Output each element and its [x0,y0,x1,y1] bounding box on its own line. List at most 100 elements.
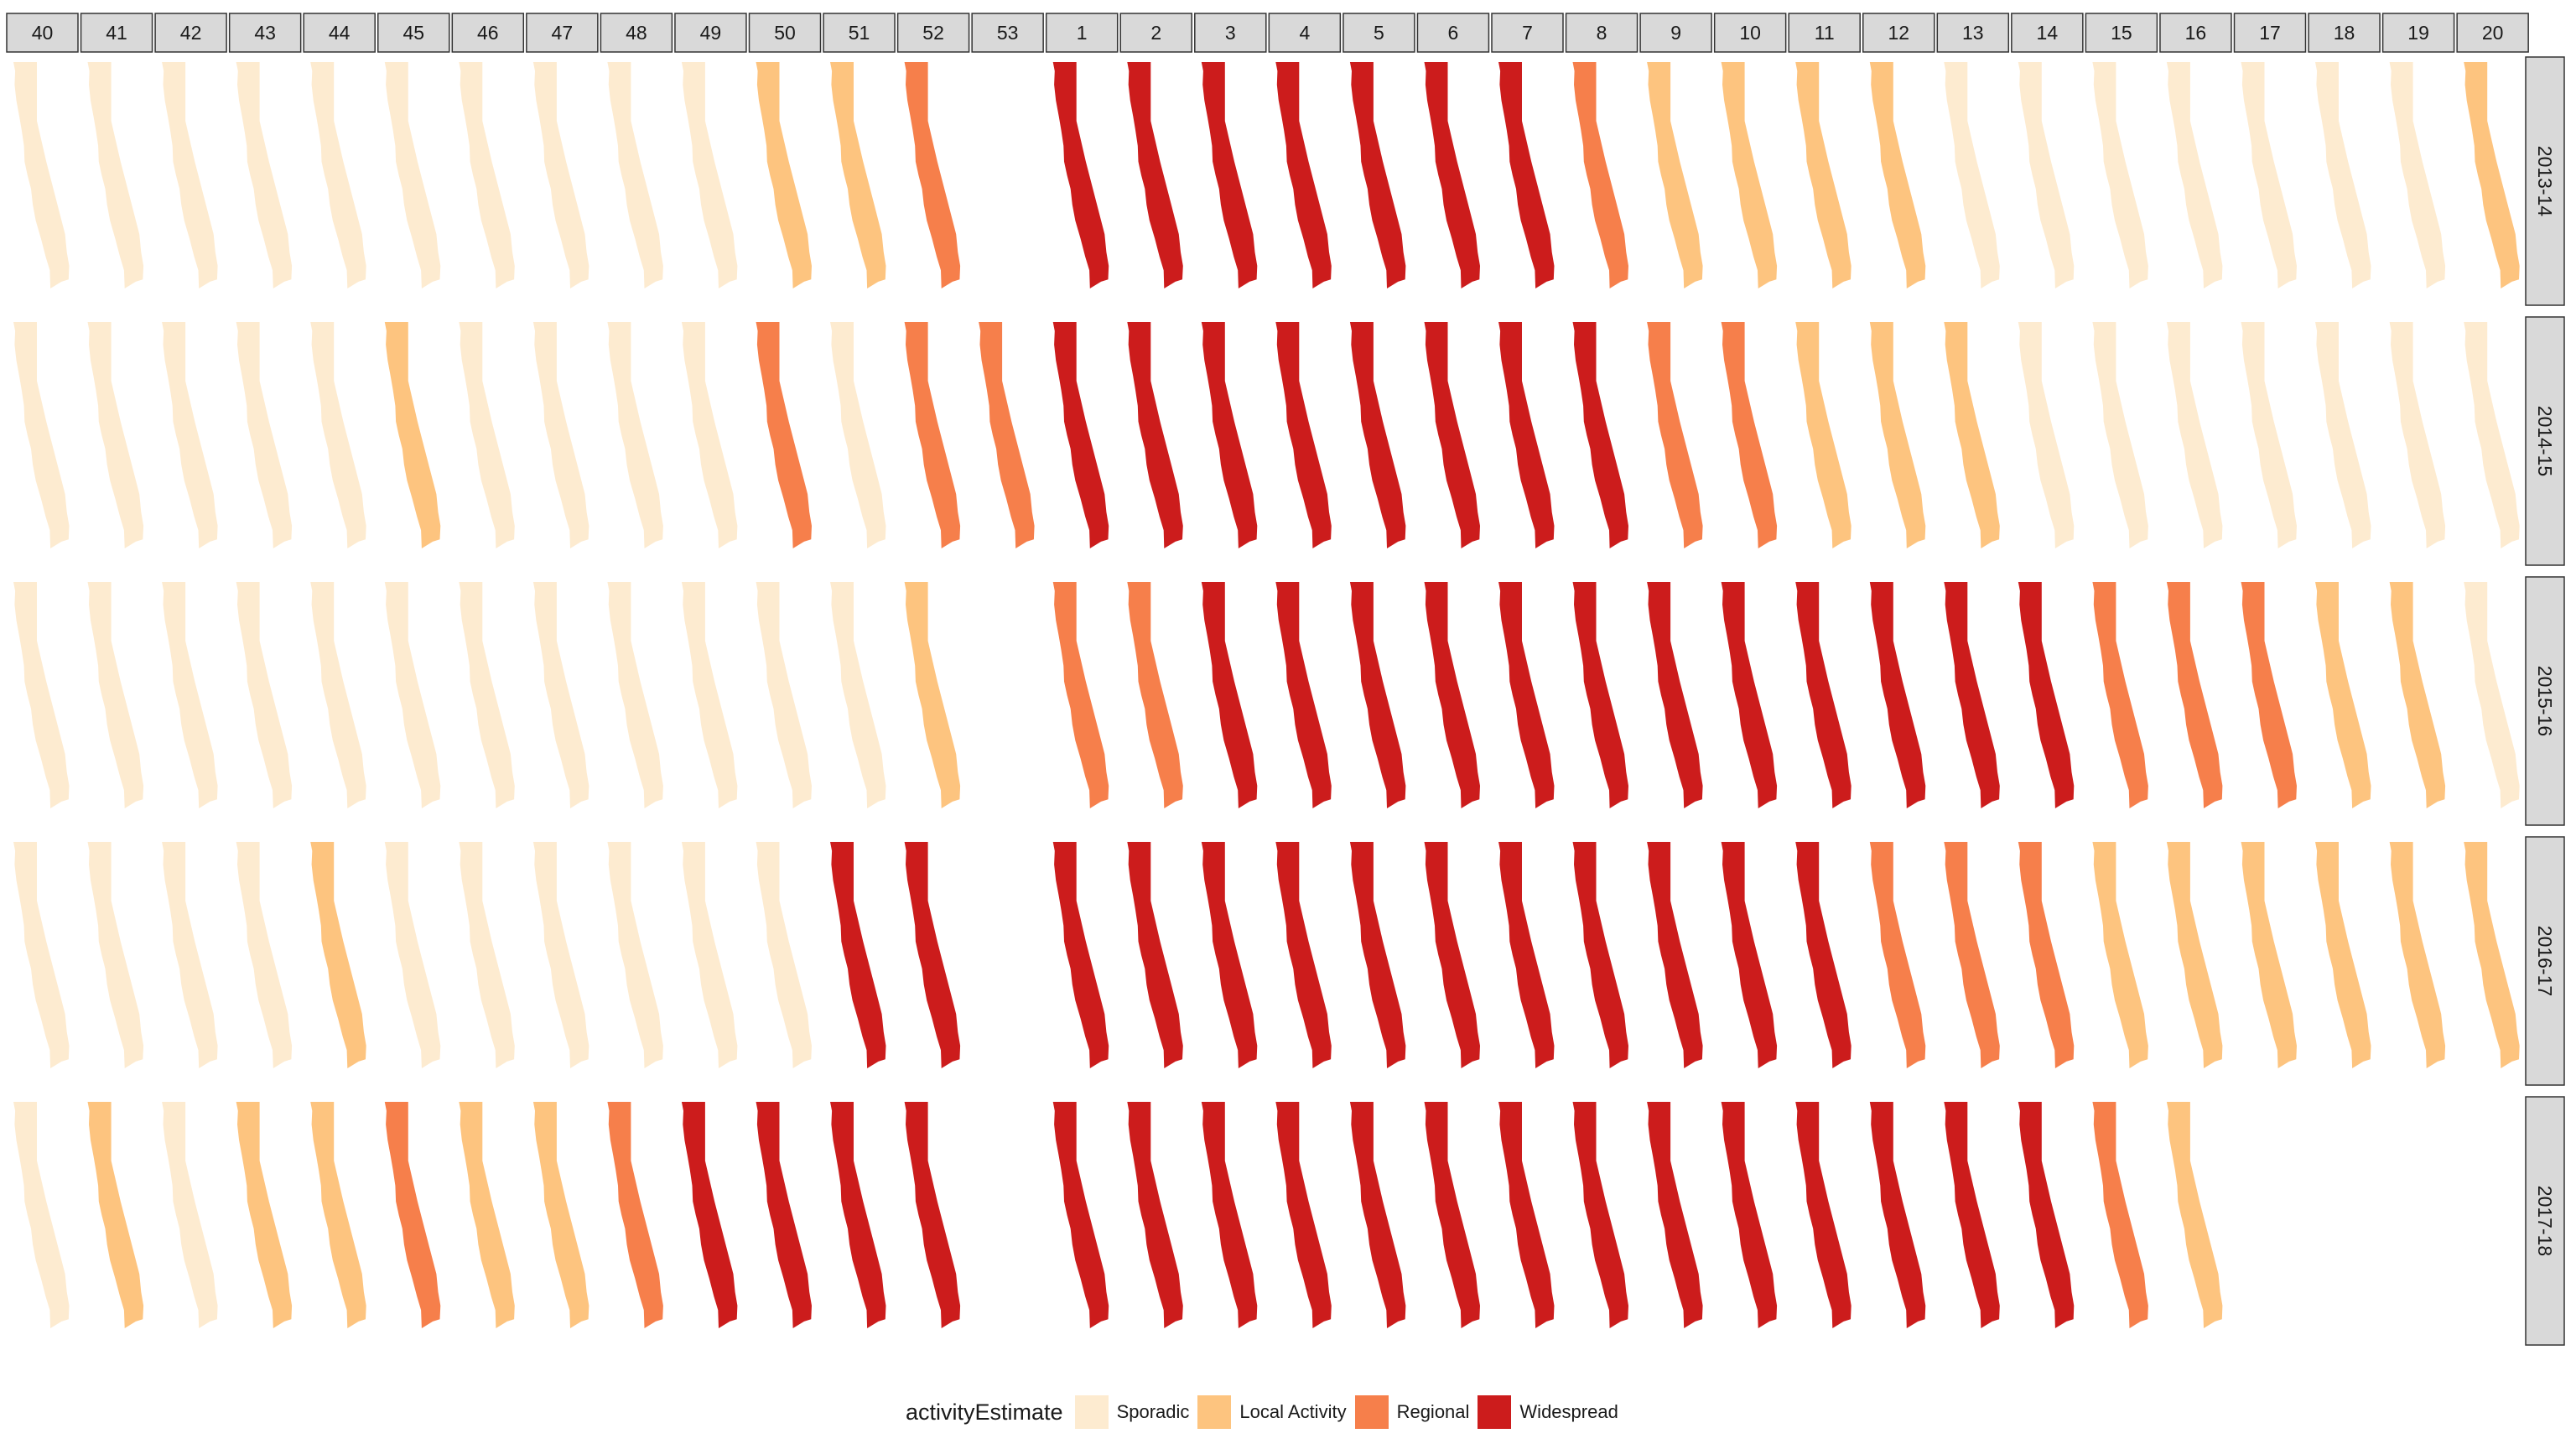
week-strip-48: 48 [600,13,673,53]
state-map-2014-15-wk-5-widespread [1349,322,1406,548]
state-map-2014-15-wk-40-sporadic [13,322,70,548]
week-label: 4 [1299,22,1310,44]
state-map-2013-14-wk-11-local-activity [1795,62,1852,288]
state-map-2017-18-wk-5-widespread [1349,1102,1406,1328]
state-map-2017-18-wk-15-regional [2092,1102,2148,1328]
week-label: 8 [1597,22,1607,44]
week-label: 2 [1150,22,1161,44]
state-map-2017-18-wk-6-widespread [1424,1102,1480,1328]
state-map-2017-18-wk-52-widespread [904,1102,961,1328]
week-strip-46: 46 [451,13,525,53]
state-map-2016-17-wk-11-widespread [1795,842,1852,1068]
week-label: 7 [1522,22,1533,44]
week-strip-4: 4 [1268,13,1342,53]
state-map-2014-15-wk-9-regional [1647,322,1703,548]
state-map-2017-18-wk-50-widespread [756,1102,812,1328]
state-map-2016-17-wk-45-sporadic [384,842,441,1068]
week-strip-45: 45 [377,13,450,53]
state-map-2017-18-wk-10-widespread [1721,1102,1778,1328]
week-strip-10: 10 [1713,13,1787,53]
state-map-2013-14-wk-17-sporadic [2241,62,2297,288]
week-strip-47: 47 [526,13,599,53]
state-map-2015-16-wk-47-sporadic [532,582,589,808]
week-strip-2: 2 [1119,13,1192,53]
state-map-2014-15-wk-18-sporadic [2315,322,2371,548]
week-strip-1: 1 [1045,13,1119,53]
legend-swatch-regional [1354,1395,1389,1429]
state-map-2015-16-wk-52-local-activity [904,582,961,808]
state-map-2013-14-wk-16-sporadic [2166,62,2223,288]
week-strip-box [971,13,1044,53]
state-map-2013-14-wk-41-sporadic [87,62,144,288]
state-map-2017-18-wk-43-local-activity [236,1102,293,1328]
state-map-2017-18-wk-14-widespread [2018,1102,2075,1328]
state-map-2016-17-wk-50-sporadic [756,842,812,1068]
state-map-2017-18-wk-13-widespread [1944,1102,2000,1328]
week-strip-52: 52 [896,13,970,53]
week-strip-53: 53 [971,13,1044,53]
state-map-2014-15-wk-44-sporadic [310,322,366,548]
week-strip-41: 41 [80,13,153,53]
state-map-2014-15-wk-11-local-activity [1795,322,1852,548]
state-map-2016-17-wk-51-widespread [830,842,886,1068]
legend-swatch-local-activity [1197,1395,1232,1429]
state-map-2016-17-wk-41-sporadic [87,842,144,1068]
state-map-2015-16-wk-49-sporadic [681,582,738,808]
week-strip-box [748,13,822,53]
week-strip-box [1045,13,1119,53]
week-label: 41 [106,22,127,44]
week-strip-box [1788,13,1861,53]
week-strip-42: 42 [154,13,227,53]
legend-item-local-activity: Local Activity [1197,1395,1347,1429]
week-strip-12: 12 [1862,13,1935,53]
state-map-2013-14-wk-12-local-activity [1869,62,1926,288]
week-label: 49 [700,22,722,44]
state-map-2014-15-wk-52-regional [904,322,961,548]
state-map-2014-15-wk-4-widespread [1275,322,1332,548]
week-label: 5 [1374,22,1384,44]
state-map-2016-17-wk-14-regional [2018,842,2075,1068]
week-strip-box [1862,13,1935,53]
state-map-2017-18-wk-12-widespread [1869,1102,1926,1328]
state-map-2015-16-wk-50-sporadic [756,582,812,808]
week-strip-13: 13 [1936,13,2010,53]
state-map-2013-14-wk-1-widespread [1052,62,1109,288]
week-label: 12 [1888,22,1909,44]
state-map-2017-18-wk-49-widespread [681,1102,738,1328]
season-label: 2014-15 [2534,406,2556,476]
state-map-2014-15-wk-43-sporadic [236,322,293,548]
season-strip-2017-18: 2017-18 [2525,1096,2565,1346]
week-strip-box [2233,13,2307,53]
season-strip-2015-16: 2015-16 [2525,576,2565,826]
week-strip-box [1713,13,1787,53]
state-map-2016-17-wk-4-widespread [1275,842,1332,1068]
week-label: 19 [2407,22,2429,44]
week-strip-box [154,13,227,53]
week-strip-box [2456,13,2529,53]
week-strip-box [1343,13,1415,53]
week-label: 45 [402,22,424,44]
state-map-2015-16-wk-11-widespread [1795,582,1852,808]
week-label: 47 [552,22,574,44]
week-label: 20 [2482,22,2504,44]
week-strip-box [1194,13,1267,53]
week-strip-44: 44 [303,13,376,53]
season-label: 2013-14 [2534,146,2556,217]
state-map-2013-14-wk-45-sporadic [384,62,441,288]
state-map-2015-16-wk-15-regional [2092,582,2148,808]
state-map-2015-16-wk-46-sporadic [459,582,515,808]
state-map-2015-16-wk-7-widespread [1498,582,1555,808]
state-map-2014-15-wk-47-sporadic [532,322,589,548]
week-strips: 40 41 42 43 44 45 46 47 48 49 50 51 52 53 1 2 3 4 5 6 7 8 9 10 1… [6,13,2529,53]
week-strip-box [377,13,450,53]
week-strip-18: 18 [2308,13,2381,53]
state-map-2014-15-wk-19-sporadic [2389,322,2446,548]
state-map-2014-15-wk-14-sporadic [2018,322,2075,548]
week-label: 43 [254,22,276,44]
state-map-2013-14-wk-44-sporadic [310,62,366,288]
state-map-2015-16-wk-18-local-activity [2315,582,2371,808]
week-label: 10 [1739,22,1761,44]
week-strip-5: 5 [1343,13,1415,53]
state-map-2013-14-wk-13-sporadic [1944,62,2000,288]
state-map-2015-16-wk-8-widespread [1572,582,1628,808]
